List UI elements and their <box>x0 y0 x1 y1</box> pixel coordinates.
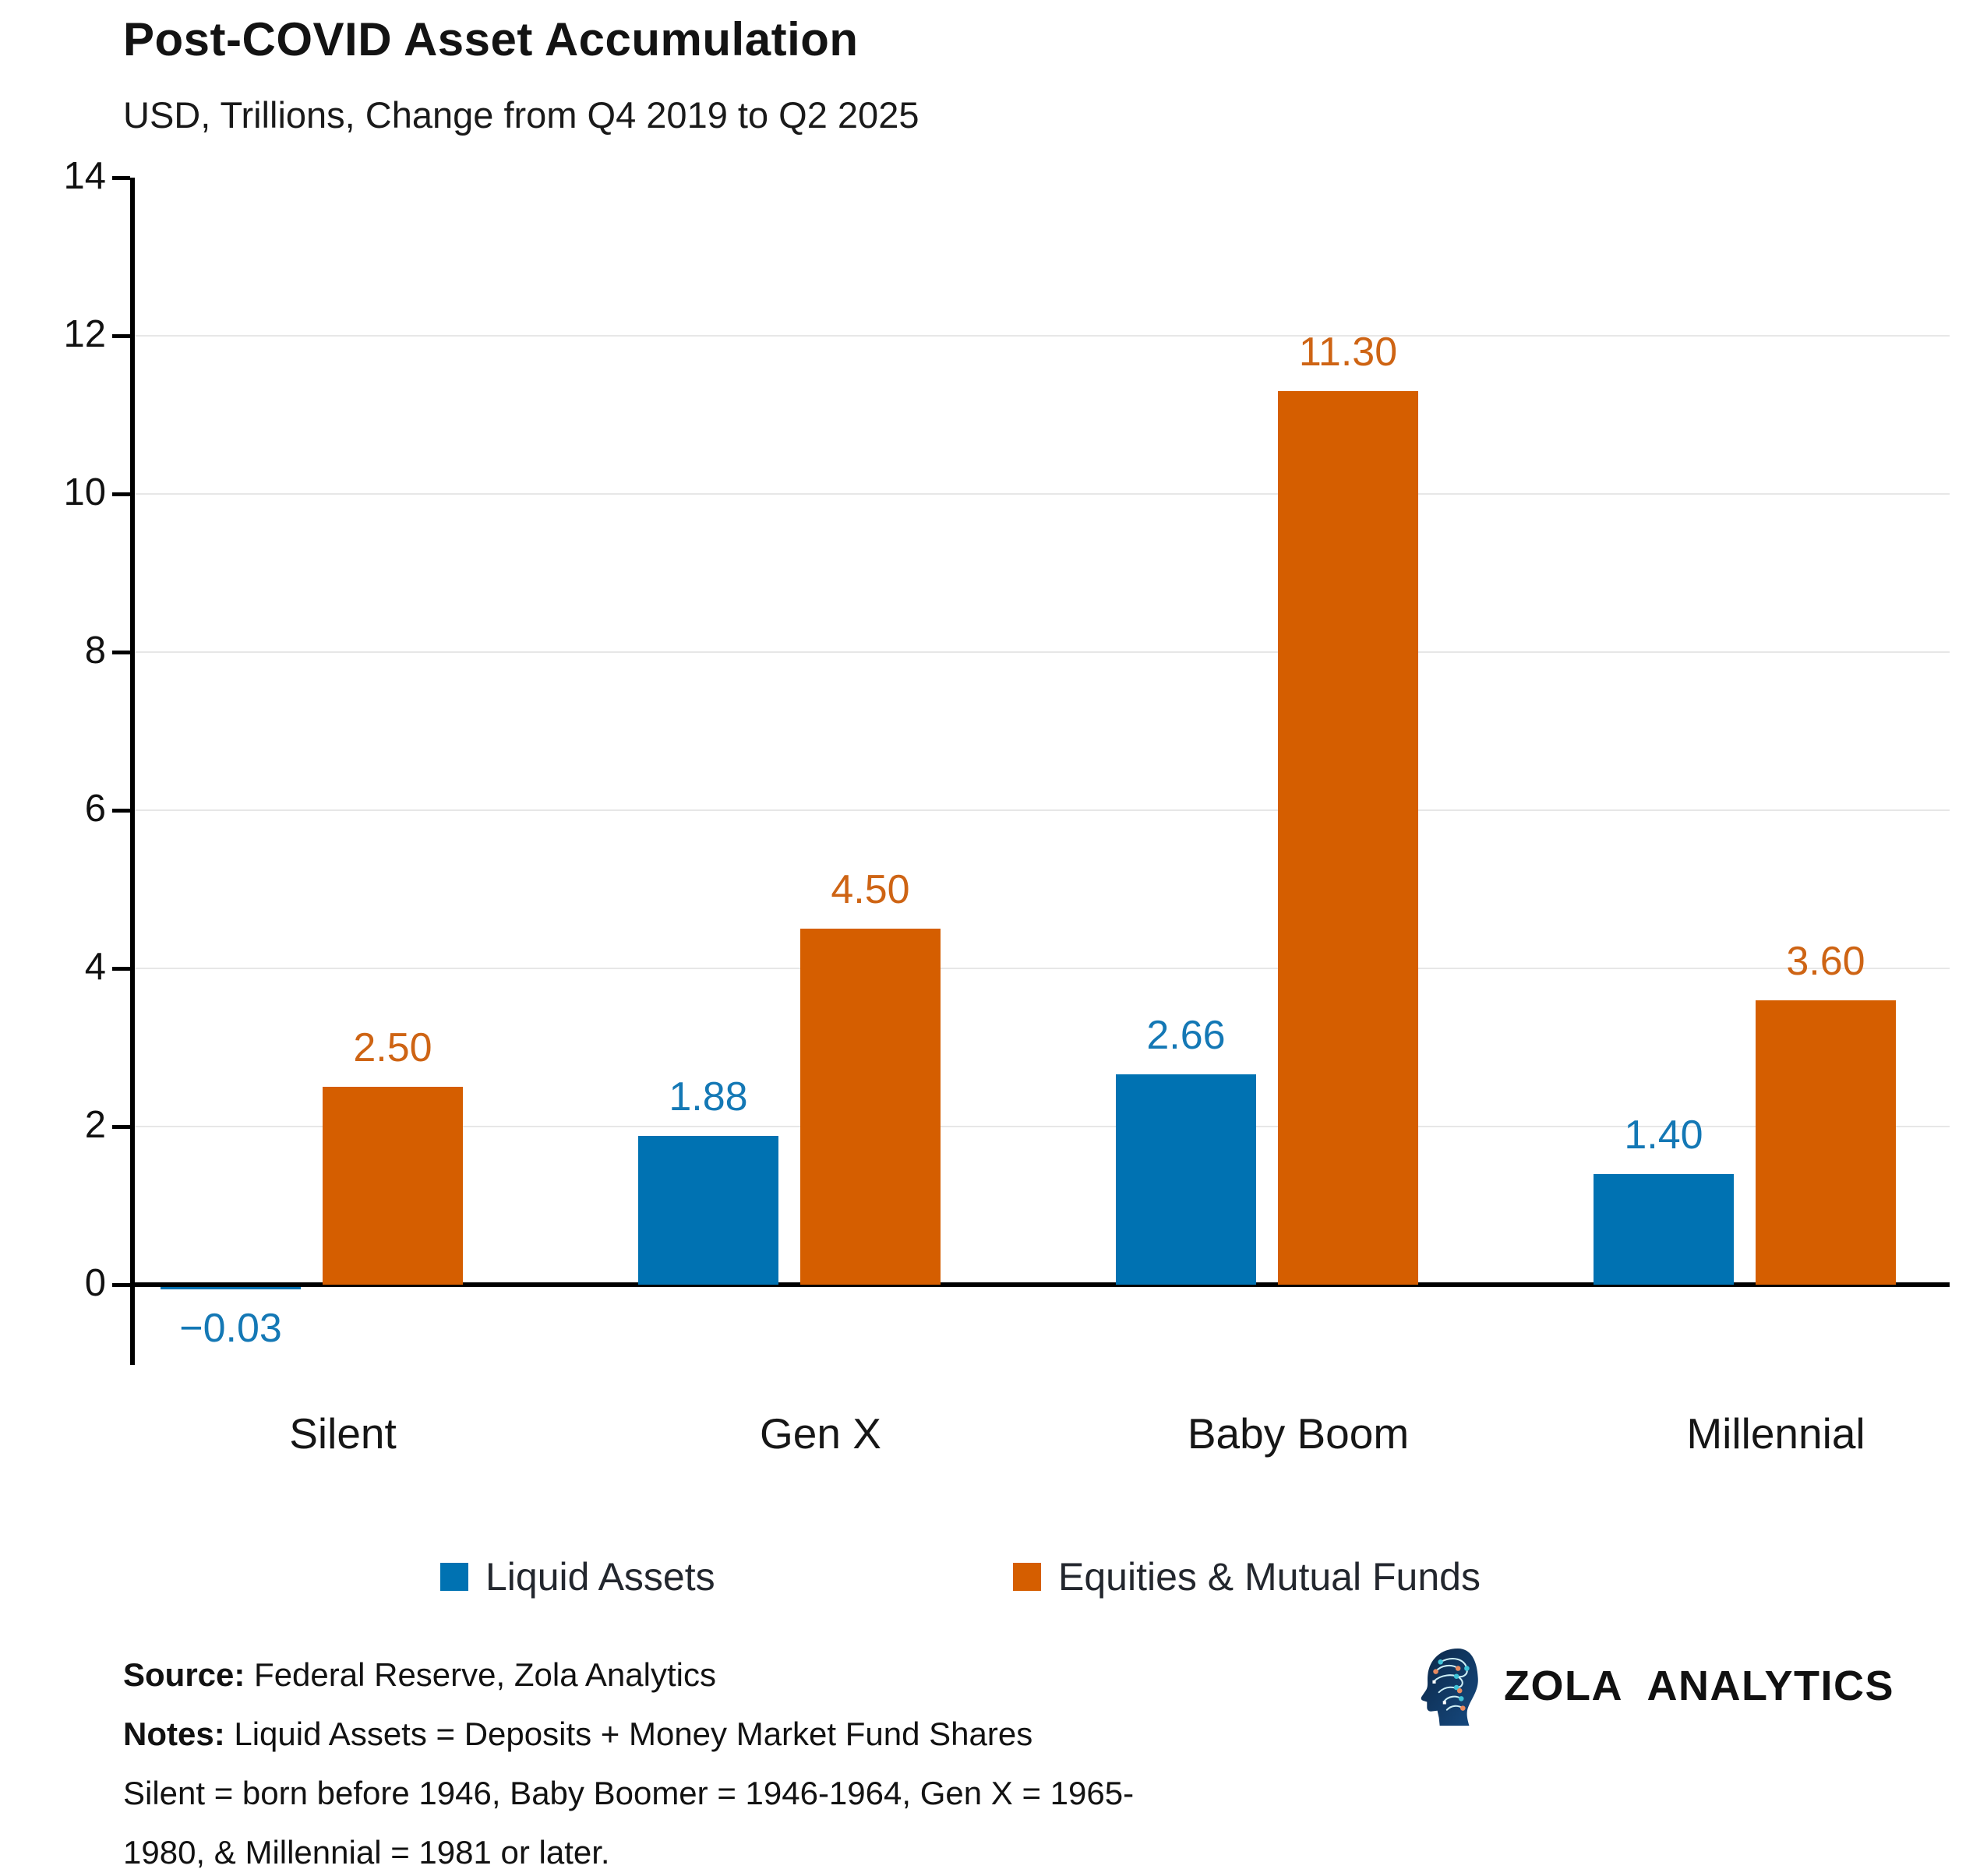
category-label-millennial: Millennial <box>1581 1409 1971 1458</box>
brand-logo: ZOLA ANALYTICS <box>1417 1645 1894 1726</box>
y-tick-10 <box>112 492 130 496</box>
chart-canvas: Post-COVID Asset Accumulation USD, Trill… <box>0 0 1973 1876</box>
legend-item-liquid-assets: Liquid Assets <box>440 1554 715 1599</box>
source-text: Federal Reserve, Zola Analytics <box>245 1656 716 1693</box>
chart-title: Post-COVID Asset Accumulation <box>123 12 859 66</box>
bar-value-label: 2.50 <box>276 1024 510 1071</box>
y-tick-label-0: 0 <box>12 1261 106 1305</box>
y-tick-0 <box>112 1283 130 1287</box>
gridline-8 <box>135 651 1950 653</box>
y-tick-label-8: 8 <box>12 629 106 672</box>
legend-item-equities: Equities & Mutual Funds <box>1013 1554 1481 1599</box>
y-axis-spine <box>130 178 135 1365</box>
bar-value-label: 4.50 <box>754 866 987 913</box>
legend-swatch-liquid-assets <box>440 1563 468 1591</box>
footer-notes: Source: Federal Reserve, Zola Analytics … <box>123 1645 1134 1876</box>
liquid-assets-bar-gen-x <box>638 1136 778 1285</box>
y-tick-8 <box>112 651 130 654</box>
gridline-4 <box>135 968 1950 969</box>
legend-label: Liquid Assets <box>485 1554 715 1599</box>
brand-logo-text: ZOLA ANALYTICS <box>1504 1662 1894 1710</box>
chart-subtitle: USD, Trillions, Change from Q4 2019 to Q… <box>123 93 919 136</box>
category-label-silent: Silent <box>148 1409 538 1458</box>
y-tick-label-6: 6 <box>12 787 106 830</box>
y-tick-label-14: 14 <box>12 154 106 198</box>
equities-mutual-funds-bar-millennial <box>1756 1000 1896 1285</box>
bar-value-label: −0.03 <box>114 1305 348 1352</box>
gridline-6 <box>135 809 1950 811</box>
y-tick-12 <box>112 334 130 338</box>
y-tick-2 <box>112 1125 130 1129</box>
notes-text: Liquid Assets = Deposits + Money Market … <box>225 1716 1033 1752</box>
y-tick-6 <box>112 809 130 813</box>
y-tick-label-10: 10 <box>12 471 106 514</box>
source-label: Source: <box>123 1656 245 1693</box>
source-line: Source: Federal Reserve, Zola Analytics <box>123 1645 1134 1705</box>
equities-mutual-funds-bar-gen-x <box>800 929 941 1285</box>
category-label-gen-x: Gen X <box>626 1409 1015 1458</box>
liquid-assets-bar-silent <box>161 1287 301 1289</box>
bar-value-label: 1.88 <box>591 1074 825 1120</box>
y-tick-4 <box>112 967 130 971</box>
bar-value-label: 11.30 <box>1231 329 1465 376</box>
bar-value-label: 3.60 <box>1709 938 1943 985</box>
y-tick-label-2: 2 <box>12 1103 106 1147</box>
equities-mutual-funds-bar-baby-boom <box>1278 391 1418 1285</box>
notes-line: Notes: Liquid Assets = Deposits + Money … <box>123 1705 1134 1764</box>
notes-label: Notes: <box>123 1716 225 1752</box>
legend-label: Equities & Mutual Funds <box>1058 1554 1481 1599</box>
gridline-12 <box>135 335 1950 337</box>
notes-line-2: Silent = born before 1946, Baby Boomer =… <box>123 1764 1134 1823</box>
liquid-assets-bar-millennial <box>1594 1174 1734 1285</box>
y-tick-label-12: 12 <box>12 312 106 356</box>
category-label-baby-boom: Baby Boom <box>1103 1409 1493 1458</box>
bar-value-label: 1.40 <box>1547 1112 1781 1158</box>
equities-mutual-funds-bar-silent <box>323 1087 463 1285</box>
liquid-assets-bar-baby-boom <box>1116 1074 1256 1285</box>
bar-value-label: 2.66 <box>1069 1012 1303 1059</box>
y-tick-label-4: 4 <box>12 945 106 989</box>
legend-swatch-equities <box>1013 1563 1041 1591</box>
notes-line-3: 1980, & Millennial = 1981 or later. <box>123 1823 1134 1876</box>
gridline-10 <box>135 493 1950 495</box>
y-tick-14 <box>112 176 130 180</box>
circuit-head-icon <box>1417 1645 1488 1726</box>
